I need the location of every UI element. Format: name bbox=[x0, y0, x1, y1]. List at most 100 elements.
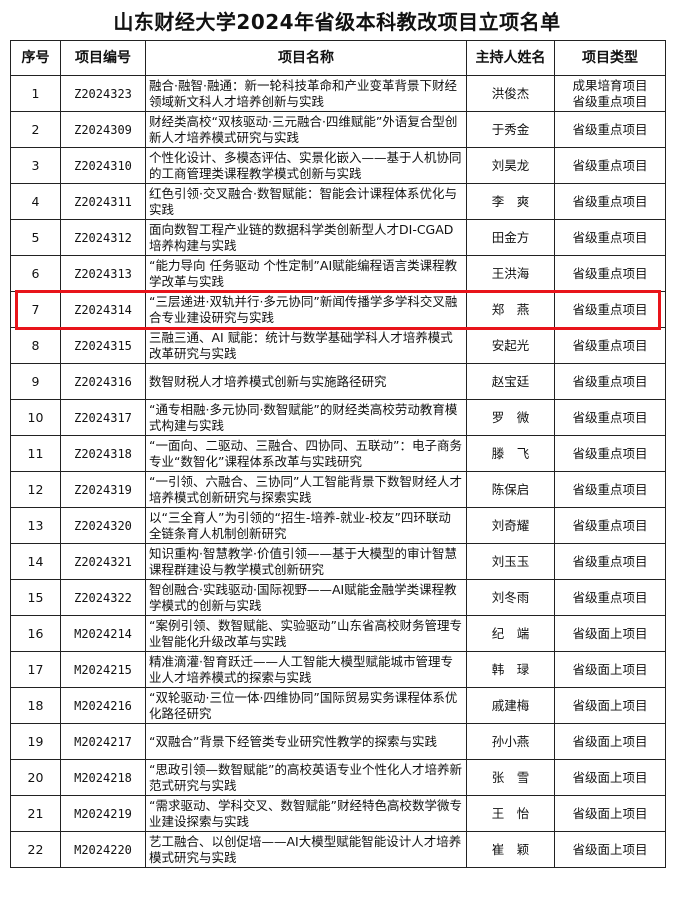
header-code: 项目编号 bbox=[60, 40, 146, 76]
header-type: 项目类型 bbox=[554, 40, 666, 76]
row-number: 12 bbox=[10, 471, 61, 508]
row-number: 20 bbox=[10, 759, 61, 796]
project-type: 省级重点项目 bbox=[554, 327, 666, 364]
project-leader: 田金方 bbox=[466, 219, 555, 256]
project-type: 省级面上项目 bbox=[554, 615, 666, 652]
project-code: Z2024322 bbox=[60, 579, 146, 616]
project-name: 数智财税人才培养模式创新与实施路径研究 bbox=[145, 363, 467, 400]
row-number: 11 bbox=[10, 435, 61, 472]
project-name: “思政引领—数智赋能”的高校英语专业个性化人才培养新范式研究与实践 bbox=[145, 759, 467, 796]
table-row: 7 Z2024314 “三层递进·双轨并行·多元协同”新闻传播学多学科交叉融合专业建… bbox=[10, 291, 666, 328]
project-code: M2024217 bbox=[60, 723, 146, 760]
table-row: 6 Z2024313 “能力导向 任务驱动 个性定制”AI赋能编程语言类课程教学改革… bbox=[10, 255, 666, 292]
table-row: 12 Z2024319 “一引领、六融合、三协同”人工智能背景下数智财经人才培养模式… bbox=[10, 471, 666, 508]
project-type: 省级重点项目 bbox=[554, 219, 666, 256]
row-number: 15 bbox=[10, 579, 61, 616]
project-code: M2024220 bbox=[60, 831, 146, 868]
project-name: “案例引领、数智赋能、实验驱动”山东省高校财务管理专业智能化升级改革与实践 bbox=[145, 615, 467, 652]
page-title: 山东财经大学2024年省级本科教改项目立项名单 bbox=[113, 10, 561, 34]
row-number: 7 bbox=[10, 291, 61, 328]
project-type: 省级重点项目 bbox=[554, 543, 666, 580]
project-leader: 王 怡 bbox=[466, 795, 555, 832]
header-no: 序号 bbox=[10, 40, 61, 76]
project-code: Z2024318 bbox=[60, 435, 146, 472]
project-leader: 李 爽 bbox=[466, 183, 555, 220]
project-code: Z2024316 bbox=[60, 363, 146, 400]
project-name: “一引领、六融合、三协同”人工智能背景下数智财经人才培养模式创新研究与探索实践 bbox=[145, 471, 467, 508]
project-code: Z2024313 bbox=[60, 255, 146, 292]
project-code: Z2024320 bbox=[60, 507, 146, 544]
project-leader: 戚建梅 bbox=[466, 687, 555, 724]
table-row: 20 M2024218 “思政引领—数智赋能”的高校英语专业个性化人才培养新范式研究… bbox=[10, 759, 666, 796]
table-row: 2 Z2024309 财经类高校“双核驱动·三元融合·四维赋能”外语复合型创新人才培… bbox=[10, 111, 666, 148]
project-code: M2024219 bbox=[60, 795, 146, 832]
project-code: M2024214 bbox=[60, 615, 146, 652]
row-number: 4 bbox=[10, 183, 61, 220]
project-name: 智创融合·实践驱动·国际视野——AI赋能金融学类课程教学模式的创新与实践 bbox=[145, 579, 467, 616]
project-leader: 刘昊龙 bbox=[466, 147, 555, 184]
project-code: Z2024315 bbox=[60, 327, 146, 364]
project-leader: 安起光 bbox=[466, 327, 555, 364]
project-name: 个性化设计、多模态评估、实景化嵌入——基于人机协同的工商管理类课程教学模式创新与… bbox=[145, 147, 467, 184]
project-type: 省级重点项目 bbox=[554, 399, 666, 436]
project-type: 省级重点项目 bbox=[554, 579, 666, 616]
project-leader: 刘玉玉 bbox=[466, 543, 555, 580]
project-name: 艺工融合、以创促培——AI大模型赋能智能设计人才培养模式研究与实践 bbox=[145, 831, 467, 868]
header-name: 项目名称 bbox=[145, 40, 467, 76]
project-leader: 韩 琭 bbox=[466, 651, 555, 688]
project-name: 三融三通、AI 赋能：统计与数学基础学科人才培养模式改革研究与实践 bbox=[145, 327, 467, 364]
project-code: Z2024323 bbox=[60, 75, 146, 112]
table-row: 19 M2024217 “双融合”背景下经管类专业研究性教学的探索与实践 孙小燕 省级面… bbox=[10, 723, 666, 760]
row-number: 16 bbox=[10, 615, 61, 652]
project-leader: 纪 端 bbox=[466, 615, 555, 652]
table-row: 18 M2024216 “双轮驱动·三位一体·四维协同”国际贸易实务课程体系优化路径… bbox=[10, 687, 666, 724]
project-leader: 洪俊杰 bbox=[466, 75, 555, 112]
table-row: 22 M2024220 艺工融合、以创促培——AI大模型赋能智能设计人才培养模式研究… bbox=[10, 831, 666, 868]
project-type: 省级面上项目 bbox=[554, 687, 666, 724]
project-type: 省级重点项目 bbox=[554, 471, 666, 508]
row-number: 22 bbox=[10, 831, 61, 868]
table-row: 5 Z2024312 面向数智工程产业链的数据科学类创新型人才DI-CGAD培养构建… bbox=[10, 219, 666, 256]
project-type: 省级重点项目 bbox=[554, 183, 666, 220]
project-type: 省级重点项目 bbox=[554, 291, 666, 328]
project-leader: 滕 飞 bbox=[466, 435, 555, 472]
row-number: 13 bbox=[10, 507, 61, 544]
project-leader: 崔 颖 bbox=[466, 831, 555, 868]
project-name: 知识重构·智慧教学·价值引领——基于大模型的审计智慧课程群建设与教学模式创新研究 bbox=[145, 543, 467, 580]
row-number: 21 bbox=[10, 795, 61, 832]
table-row: 17 M2024215 精准滴灌·智育跃迁——人工智能大模型赋能城市管理专业人才培养… bbox=[10, 651, 666, 688]
project-code: Z2024317 bbox=[60, 399, 146, 436]
project-type: 省级面上项目 bbox=[554, 759, 666, 796]
project-code: Z2024312 bbox=[60, 219, 146, 256]
project-leader: 刘奇耀 bbox=[466, 507, 555, 544]
row-number: 3 bbox=[10, 147, 61, 184]
project-code: M2024215 bbox=[60, 651, 146, 688]
table-row: 9 Z2024316 数智财税人才培养模式创新与实施路径研究 赵宝廷 省级重点项目 bbox=[10, 363, 666, 400]
project-name: “通专相融·多元协同·数智赋能”的财经类高校劳动教育模式构建与实践 bbox=[145, 399, 467, 436]
row-number: 14 bbox=[10, 543, 61, 580]
project-leader: 刘冬雨 bbox=[466, 579, 555, 616]
project-type: 省级面上项目 bbox=[554, 831, 666, 868]
row-number: 17 bbox=[10, 651, 61, 688]
project-type: 省级重点项目 bbox=[554, 147, 666, 184]
row-number: 5 bbox=[10, 219, 61, 256]
row-number: 10 bbox=[10, 399, 61, 436]
table-row: 13 Z2024320 以“三全育人”为引领的“招生-培养-就业-校友”四环联动全链… bbox=[10, 507, 666, 544]
project-code: M2024218 bbox=[60, 759, 146, 796]
table-row: 16 M2024214 “案例引领、数智赋能、实验驱动”山东省高校财务管理专业智能化… bbox=[10, 615, 666, 652]
project-leader: 孙小燕 bbox=[466, 723, 555, 760]
project-code: Z2024319 bbox=[60, 471, 146, 508]
project-name: 红色引领·交叉融合·数智赋能：智能会计课程体系优化与实践 bbox=[145, 183, 467, 220]
project-type: 省级重点项目 bbox=[554, 111, 666, 148]
project-name: “需求驱动、学科交叉、数智赋能”财经特色高校数学微专业建设探索与实践 bbox=[145, 795, 467, 832]
row-number: 18 bbox=[10, 687, 61, 724]
project-name: “能力导向 任务驱动 个性定制”AI赋能编程语言类课程教学改革与实践 bbox=[145, 255, 467, 292]
project-leader: 郑 燕 bbox=[466, 291, 555, 328]
table-row: 14 Z2024321 知识重构·智慧教学·价值引领——基于大模型的审计智慧课程群建… bbox=[10, 543, 666, 580]
project-name: 以“三全育人”为引领的“招生-培养-就业-校友”四环联动全链条育人机制创新研究 bbox=[145, 507, 467, 544]
project-leader: 于秀金 bbox=[466, 111, 555, 148]
project-type: 省级面上项目 bbox=[554, 723, 666, 760]
table-row: 3 Z2024310 个性化设计、多模态评估、实景化嵌入——基于人机协同的工商管理类… bbox=[10, 147, 666, 184]
table-row: 1 Z2024323 融合·融智·融通：新一轮科技革命和产业变革背景下财经领域新文科… bbox=[10, 75, 666, 112]
project-type: 省级重点项目 bbox=[554, 435, 666, 472]
